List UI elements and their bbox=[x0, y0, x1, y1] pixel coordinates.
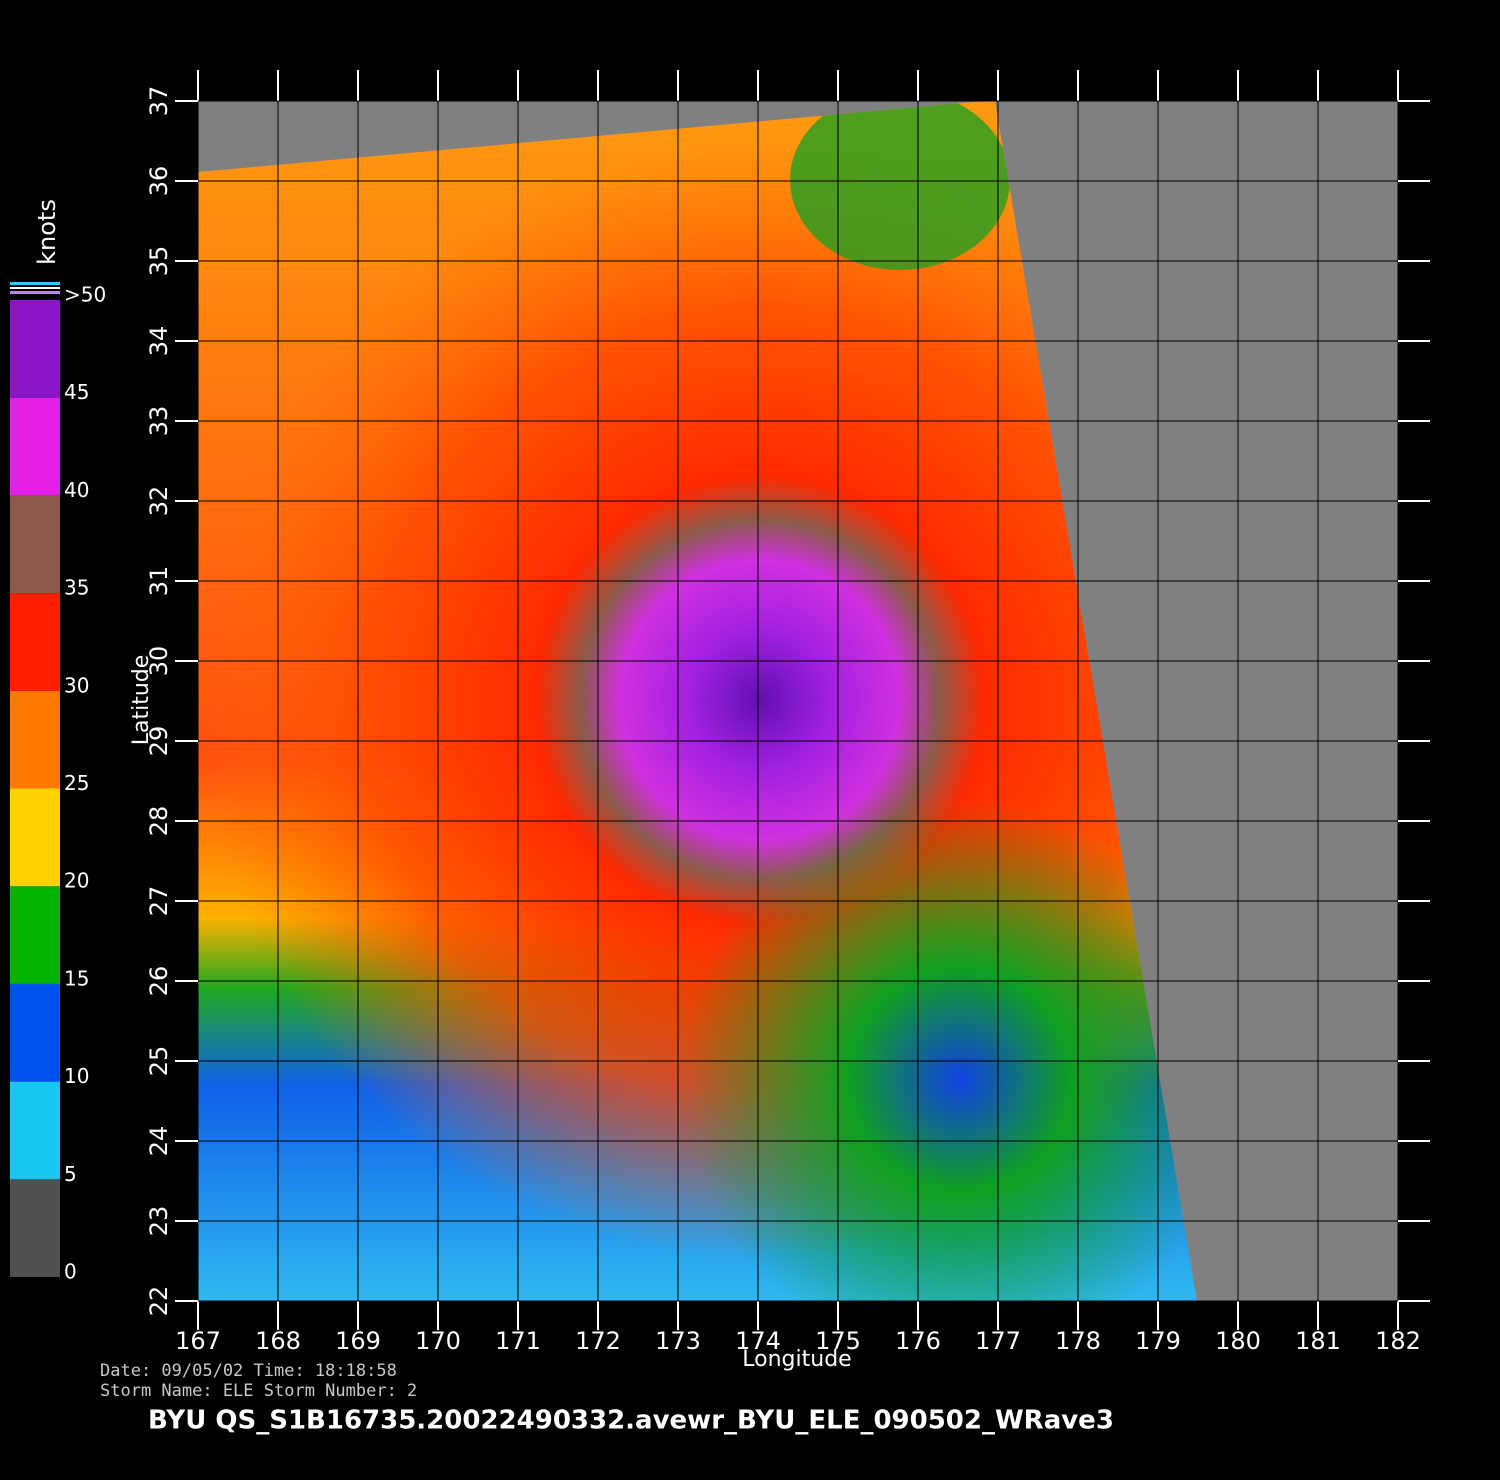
colorbar-segment bbox=[10, 788, 60, 887]
colorbar-segment bbox=[10, 886, 60, 984]
x-tick-label: 174 bbox=[735, 1327, 781, 1355]
x-tick-label: 167 bbox=[175, 1327, 221, 1355]
x-tick-label: 176 bbox=[895, 1327, 941, 1355]
x-tick-label: 168 bbox=[255, 1327, 301, 1355]
x-tick-label: 175 bbox=[815, 1327, 861, 1355]
colorbar-tick-label: 20 bbox=[64, 869, 89, 893]
y-tick-label: 30 bbox=[145, 646, 173, 677]
info-line: Date: 09/05/02 Time: 18:18:58 bbox=[100, 1361, 397, 1381]
x-tick-label: 178 bbox=[1055, 1327, 1101, 1355]
y-tick-label: 26 bbox=[145, 966, 173, 997]
x-tick-label: 170 bbox=[415, 1327, 461, 1355]
colorbar-segment bbox=[10, 983, 60, 1082]
y-tick-label: 35 bbox=[145, 246, 173, 277]
x-tick-label: 180 bbox=[1215, 1327, 1261, 1355]
x-tick-label: 181 bbox=[1295, 1327, 1341, 1355]
x-tick-label: 182 bbox=[1375, 1327, 1421, 1355]
colorbar-tick-label: 30 bbox=[64, 673, 89, 697]
y-tick-label: 36 bbox=[145, 166, 173, 197]
x-tick-label: 177 bbox=[975, 1327, 1021, 1355]
x-tick-label: 169 bbox=[335, 1327, 381, 1355]
colorbar-tick-label: 15 bbox=[64, 966, 89, 990]
colorbar-segment bbox=[10, 690, 60, 789]
y-tick-label: 34 bbox=[145, 326, 173, 357]
colorbar-cap bbox=[10, 291, 60, 294]
colorbar-tick-label: 5 bbox=[64, 1162, 77, 1186]
colorbar-segment bbox=[10, 1179, 60, 1277]
y-axis-label: Latitude bbox=[129, 655, 154, 746]
colorbar-tick-label: 0 bbox=[64, 1260, 77, 1284]
y-tick-label: 27 bbox=[145, 886, 173, 917]
x-tick-label: 179 bbox=[1135, 1327, 1181, 1355]
colorbar-segment bbox=[10, 300, 60, 398]
x-axis-label: Longitude bbox=[742, 1347, 851, 1372]
y-tick-label: 29 bbox=[145, 726, 173, 757]
filename: BYU QS_S1B16735.20022490332.avewr_BYU_EL… bbox=[148, 1406, 1114, 1436]
colorbar-tick-label: 25 bbox=[64, 771, 89, 795]
y-tick-label: 31 bbox=[145, 566, 173, 597]
y-tick-label: 32 bbox=[145, 486, 173, 517]
colorbar-segment bbox=[10, 593, 60, 691]
colorbar-tick-label: 45 bbox=[64, 380, 89, 404]
info-line: Storm Name: ELE Storm Number: 2 bbox=[100, 1381, 417, 1401]
colorbar-cap bbox=[10, 287, 60, 289]
y-tick-label: 22 bbox=[145, 1286, 173, 1317]
colorbar-tick-label: 35 bbox=[64, 576, 89, 600]
colorbar-segment bbox=[10, 495, 60, 594]
y-tick-label: 25 bbox=[145, 1046, 173, 1077]
colorbar-segment bbox=[10, 397, 60, 496]
colorbar-tick-label: >50 bbox=[64, 283, 106, 307]
colorbar-tick-label: 10 bbox=[64, 1064, 89, 1088]
x-tick-label: 173 bbox=[655, 1327, 701, 1355]
colorbar-cap bbox=[10, 282, 60, 285]
x-tick-label: 171 bbox=[495, 1327, 541, 1355]
x-tick-label: 172 bbox=[575, 1327, 621, 1355]
y-tick-label: 28 bbox=[145, 806, 173, 837]
colorbar-unit: knots bbox=[33, 199, 61, 265]
y-tick-label: 33 bbox=[145, 406, 173, 437]
y-tick-label: 37 bbox=[145, 86, 173, 117]
colorbar-segment bbox=[10, 1081, 60, 1180]
y-tick-label: 24 bbox=[145, 1126, 173, 1157]
y-tick-label: 23 bbox=[145, 1206, 173, 1237]
colorbar-tick-label: 40 bbox=[64, 478, 89, 502]
